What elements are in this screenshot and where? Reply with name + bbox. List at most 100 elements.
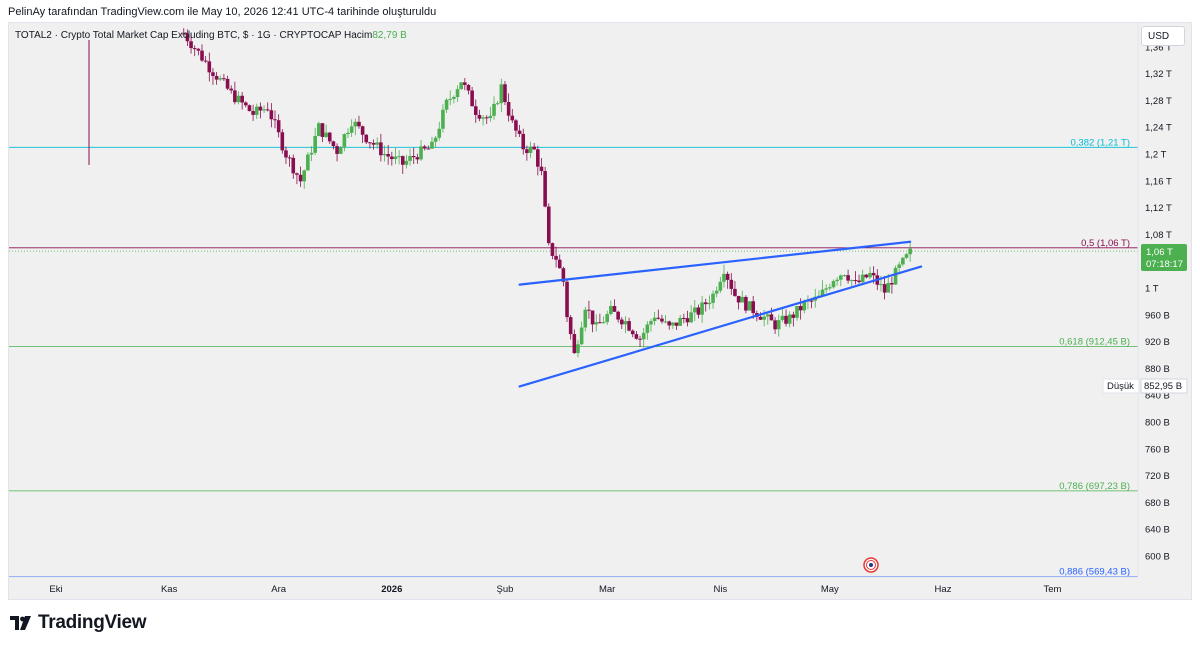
candle bbox=[382, 145, 387, 162]
candle bbox=[616, 310, 620, 323]
low-value-box bbox=[1140, 378, 1188, 394]
candle-body bbox=[619, 319, 624, 325]
price-tick-label: 760 B bbox=[1145, 444, 1170, 455]
candle-body bbox=[499, 84, 504, 104]
candle bbox=[652, 311, 657, 326]
time-tick-label: Tem bbox=[1044, 584, 1062, 595]
candle bbox=[335, 143, 339, 162]
candle bbox=[532, 142, 536, 151]
candle-body bbox=[740, 296, 745, 303]
candle-body bbox=[908, 248, 912, 255]
candle bbox=[295, 172, 299, 185]
candle bbox=[517, 124, 522, 138]
candle bbox=[587, 300, 591, 319]
candle-body bbox=[638, 338, 642, 340]
candle bbox=[667, 320, 672, 330]
candle-body bbox=[346, 132, 350, 135]
candle bbox=[258, 102, 263, 119]
currency-button[interactable]: USD bbox=[1141, 26, 1185, 46]
candle-body bbox=[627, 321, 631, 331]
candle bbox=[375, 137, 380, 149]
time-tick-label: Şub bbox=[497, 584, 514, 595]
candle-body bbox=[320, 123, 325, 137]
candle-body bbox=[276, 120, 281, 133]
event-marker[interactable] bbox=[863, 557, 879, 573]
price-tick-label: 680 B bbox=[1145, 498, 1170, 509]
candle-body bbox=[430, 141, 434, 149]
candle-body bbox=[521, 133, 526, 150]
candle-body bbox=[824, 288, 828, 290]
candle bbox=[612, 299, 617, 312]
candle-body bbox=[481, 117, 485, 119]
candle-body bbox=[711, 293, 715, 303]
candle-body bbox=[871, 272, 876, 276]
candle-body bbox=[269, 110, 274, 120]
candle bbox=[495, 101, 500, 106]
tradingview-logo-icon bbox=[10, 616, 31, 630]
candle-body bbox=[254, 106, 259, 115]
candle bbox=[860, 269, 865, 285]
candle-body bbox=[703, 302, 708, 305]
candle bbox=[317, 121, 321, 137]
candle bbox=[433, 136, 438, 148]
price-tick-label: 1,2 T bbox=[1145, 150, 1167, 161]
candle bbox=[444, 98, 449, 113]
candle-body bbox=[828, 287, 832, 289]
candle-body bbox=[645, 324, 650, 333]
candle-body bbox=[550, 243, 555, 256]
low-value: 852,95 B bbox=[1144, 381, 1182, 392]
candle-body bbox=[342, 134, 347, 148]
candle bbox=[780, 307, 785, 323]
candle bbox=[619, 317, 624, 329]
candle-body bbox=[568, 317, 573, 335]
candle-body bbox=[528, 146, 533, 153]
candle-body bbox=[225, 78, 230, 89]
candle-body bbox=[565, 281, 569, 318]
candle bbox=[784, 309, 788, 327]
candle-body bbox=[576, 344, 580, 354]
candle bbox=[678, 314, 682, 327]
candle bbox=[506, 93, 511, 122]
candle bbox=[419, 140, 423, 161]
candle bbox=[674, 322, 679, 331]
candle bbox=[868, 266, 872, 280]
candle bbox=[725, 271, 730, 289]
candle bbox=[280, 129, 285, 154]
candle bbox=[718, 276, 723, 293]
candle bbox=[247, 104, 252, 112]
candle bbox=[240, 91, 244, 110]
candle bbox=[806, 295, 810, 310]
candle bbox=[422, 144, 427, 151]
candle bbox=[557, 254, 562, 269]
candle bbox=[481, 115, 485, 126]
tradingview-logo[interactable]: TradingView bbox=[10, 612, 147, 634]
candle bbox=[572, 329, 577, 354]
candle-body bbox=[853, 280, 858, 282]
candle-body bbox=[291, 157, 296, 174]
candle-body bbox=[441, 109, 445, 129]
price-badges: 1,06 T07:18:17 Düşük 852,95 B bbox=[1102, 244, 1188, 394]
price-tick-label: 1,12 T bbox=[1145, 203, 1172, 214]
candle-body bbox=[200, 50, 204, 61]
candle-body bbox=[864, 274, 869, 278]
candle bbox=[189, 33, 193, 54]
candle-body bbox=[842, 275, 847, 277]
candle bbox=[835, 277, 839, 286]
candle bbox=[714, 286, 719, 298]
candle-body bbox=[725, 273, 730, 280]
symbol-description[interactable]: TOTAL2 · Crypto Total Market Cap Excludi… bbox=[15, 30, 342, 41]
symbol-info[interactable]: TOTAL2 · Crypto Total Market Cap Excludi… bbox=[15, 30, 407, 41]
candle bbox=[609, 300, 613, 316]
candle-body bbox=[313, 135, 317, 153]
candle-body bbox=[733, 288, 737, 296]
candle-body bbox=[452, 97, 456, 99]
candle-body bbox=[612, 306, 617, 312]
candle-body bbox=[214, 75, 219, 80]
candle-body bbox=[893, 267, 898, 285]
candle-body bbox=[492, 103, 496, 116]
candle bbox=[740, 290, 745, 303]
candle bbox=[207, 52, 212, 82]
candle-body bbox=[879, 284, 883, 286]
candle-body bbox=[306, 154, 310, 171]
